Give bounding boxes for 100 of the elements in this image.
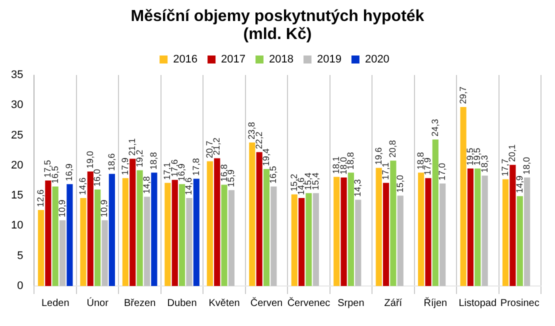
bar	[206, 161, 213, 286]
bar	[510, 164, 516, 286]
data-label: 19,6	[373, 147, 384, 165]
data-label: 17,9	[422, 158, 433, 176]
bar	[524, 177, 530, 286]
bar	[502, 179, 509, 286]
legend-label: 2017	[221, 54, 246, 66]
data-label: 10,9	[99, 200, 110, 218]
data-label: 17,5	[42, 160, 53, 178]
data-label: 16,0	[92, 169, 102, 187]
bar	[144, 196, 150, 286]
data-label: 15,0	[394, 175, 405, 193]
bar	[186, 198, 192, 286]
x-tick-label: Únor	[86, 296, 110, 309]
bar	[66, 184, 73, 286]
bar	[390, 160, 396, 286]
data-label: 17,1	[162, 162, 172, 180]
data-label: 18,0	[522, 156, 532, 174]
bar	[263, 169, 270, 286]
bar	[52, 186, 58, 286]
bar	[306, 193, 312, 286]
y-tick-label: 35	[10, 69, 24, 82]
data-label: 14,8	[141, 176, 152, 194]
data-label: 14,9	[514, 176, 524, 194]
x-tick-label: Červenec	[287, 296, 330, 309]
bar	[80, 198, 86, 286]
chart-title: Měsíční objemy poskytnutých hypoték (mld. Kč)	[130, 8, 426, 44]
bar	[193, 178, 200, 286]
bar	[334, 176, 340, 286]
data-label: 17,1	[380, 162, 390, 180]
data-label: 19,0	[84, 150, 95, 168]
data-label: 20,7	[204, 140, 214, 158]
x-tick-label: Květen	[208, 298, 240, 309]
x-tick-label: Červen	[250, 296, 283, 309]
bar	[474, 168, 481, 286]
x-tick-label: Srpen	[338, 298, 364, 309]
legend-label: 2018	[269, 54, 294, 66]
x-tick-label: Leden	[41, 298, 70, 309]
bar	[460, 106, 466, 286]
bar	[425, 178, 432, 286]
bar	[214, 158, 220, 286]
x-tick-label: Březen	[124, 298, 156, 309]
bar	[312, 193, 319, 286]
bar	[440, 184, 446, 286]
legend-label: 2019	[316, 54, 342, 66]
bar	[172, 180, 178, 286]
x-tick-label: Prosinec	[500, 298, 540, 309]
bar	[256, 152, 262, 286]
data-label: 16,8	[218, 164, 229, 182]
bar	[516, 196, 523, 286]
data-label: 17,0	[437, 162, 448, 181]
bar	[298, 198, 305, 286]
bar	[45, 180, 52, 286]
data-label: 18,6	[106, 153, 116, 171]
y-tick-label: 25	[10, 129, 24, 142]
bar	[467, 168, 474, 286]
bar	[397, 196, 404, 286]
bar	[382, 182, 390, 286]
data-label: 21,2	[212, 138, 222, 156]
bar	[482, 176, 488, 286]
bar	[228, 190, 235, 286]
bar	[164, 182, 171, 286]
bar	[130, 158, 136, 286]
x-tick-label: Duben	[167, 298, 197, 309]
bar	[355, 200, 362, 286]
bar	[340, 177, 347, 286]
y-tick-label: 15	[10, 190, 24, 202]
data-label: 20,8	[388, 140, 398, 158]
bar	[348, 172, 354, 286]
bar	[291, 194, 298, 286]
bar	[432, 140, 438, 286]
bar	[151, 172, 158, 286]
y-tick-label: 0	[17, 280, 24, 292]
bar	[376, 168, 382, 286]
data-label: 17,9	[120, 158, 130, 176]
bar	[221, 184, 228, 286]
x-tick-label: Listopad	[458, 298, 497, 309]
bar	[178, 184, 186, 286]
bar	[102, 220, 108, 286]
data-label: 18,1	[331, 156, 342, 174]
data-label: 17,8	[190, 158, 201, 176]
data-label: 10,9	[57, 200, 68, 218]
bar	[270, 186, 277, 286]
data-label: 24,3	[430, 118, 440, 137]
data-label: 19,5	[464, 148, 475, 166]
y-tick-label: 30	[10, 99, 24, 112]
bar	[418, 172, 424, 286]
bar	[94, 190, 101, 286]
bar	[136, 170, 143, 286]
y-tick-label: 20	[10, 159, 24, 172]
data-label: 14,6	[78, 177, 88, 195]
y-tick-label: 10	[10, 220, 24, 232]
data-label: 14,3	[352, 179, 363, 197]
y-tick-label: 5	[17, 250, 24, 262]
x-tick-label: Říjen	[424, 296, 448, 309]
bar	[59, 220, 66, 286]
bar	[87, 171, 94, 286]
data-label: 18,8	[148, 152, 159, 170]
x-tick-label: Září	[384, 298, 402, 309]
data-label: 19,4	[260, 148, 271, 166]
